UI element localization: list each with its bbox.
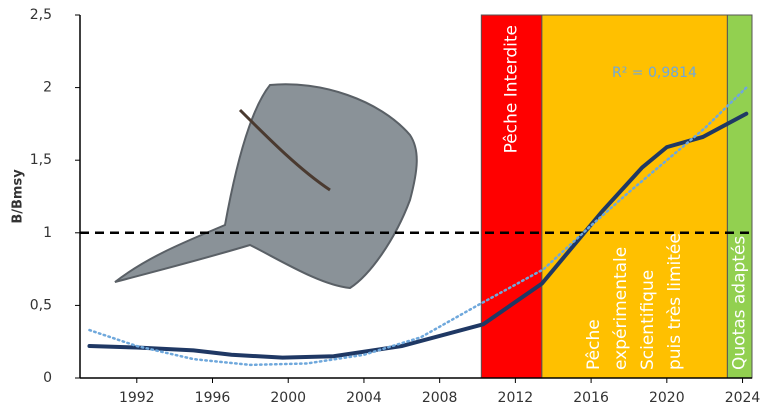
region-label: Quotas adaptés (730, 236, 750, 370)
fish-marking (238, 108, 331, 192)
y-tick-label: 2,5 (30, 7, 52, 23)
x-tick-label: 2020 (649, 390, 685, 406)
x-tick-label: 2008 (422, 390, 458, 406)
region (726, 14, 753, 379)
fish-body (114, 83, 418, 290)
x-tick-label: 1992 (119, 390, 155, 406)
x-tick-label: 2016 (573, 390, 609, 406)
region-label: puis très limitée (665, 233, 685, 370)
fish-illustration (114, 83, 418, 290)
region-label: expérimentale (611, 247, 631, 370)
y-tick-label: 2 (43, 80, 52, 96)
region-label: Pêche (584, 319, 604, 370)
x-tick-label: 2012 (498, 390, 534, 406)
annotation: R² = 0,9814 (612, 65, 697, 81)
x-tick-label: 1996 (195, 390, 231, 406)
y-axis-label: B/Bmsy (11, 169, 26, 224)
region-label: Scientifique (638, 270, 658, 370)
series-line (87, 111, 749, 360)
y-tick-label: 1,5 (30, 152, 52, 168)
x-tick-label: 2000 (270, 390, 306, 406)
y-tick-label: 0 (43, 370, 52, 386)
x-tick-label: 2024 (725, 390, 761, 406)
y-tick-label: 0,5 (30, 297, 52, 313)
x-tick-label: 2004 (346, 390, 382, 406)
y-tick-label: 1 (43, 225, 52, 241)
series-line (88, 86, 748, 367)
region-label: Pêche Interdite (502, 25, 522, 153)
region (541, 14, 728, 379)
